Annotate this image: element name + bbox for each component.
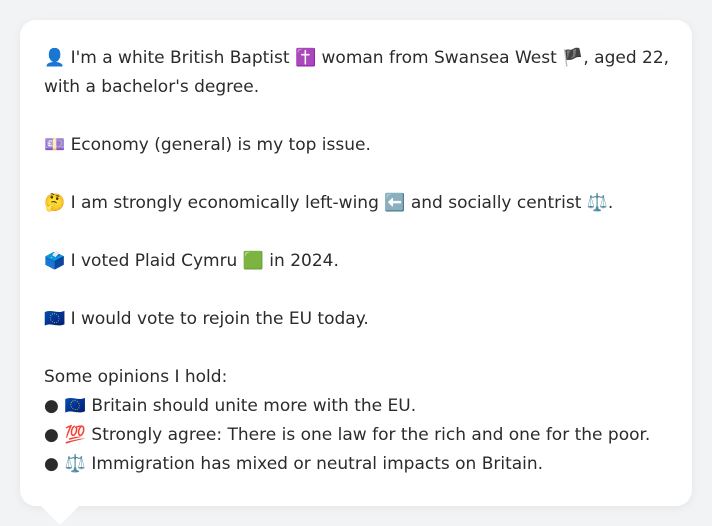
opinions-list: ● 🇪🇺 Britain should unite more with the E… [44,392,668,479]
opinion-text: 🇪🇺 Britain should unite more with the EU… [64,396,417,416]
intro-line-2: with a bachelor's degree. [44,77,260,97]
vote-line: 🗳️ I voted Plaid Cymru 🟩 in 2024. [44,251,339,271]
top-issue-line: 💷 Economy (general) is my top issue. [44,135,371,155]
list-item: ● 🇪🇺 Britain should unite more with the E… [44,392,668,421]
bullet-icon: ● [44,396,59,416]
bullet-icon: ● [44,454,59,474]
eu-line: 🇪🇺 I would vote to rejoin the EU today. [44,309,369,329]
bubble-tail [40,505,80,525]
list-item: ● 💯 Strongly agree: There is one law for … [44,421,668,450]
opinion-text: 💯 Strongly agree: There is one law for t… [64,425,651,445]
intro-line-1: 👤 I'm a white British Baptist ✝️ woman f… [44,48,670,68]
ideology-line: 🤔 I am strongly economically left-wing ⬅… [44,193,614,213]
list-item: ● ⚖️ Immigration has mixed or neutral imp… [44,450,668,479]
opinions-heading: Some opinions I hold: [44,367,228,387]
opinion-text: ⚖️ Immigration has mixed or neutral impa… [64,454,544,474]
message-bubble: 👤 I'm a white British Baptist ✝️ woman f… [20,20,692,506]
bullet-icon: ● [44,425,59,445]
